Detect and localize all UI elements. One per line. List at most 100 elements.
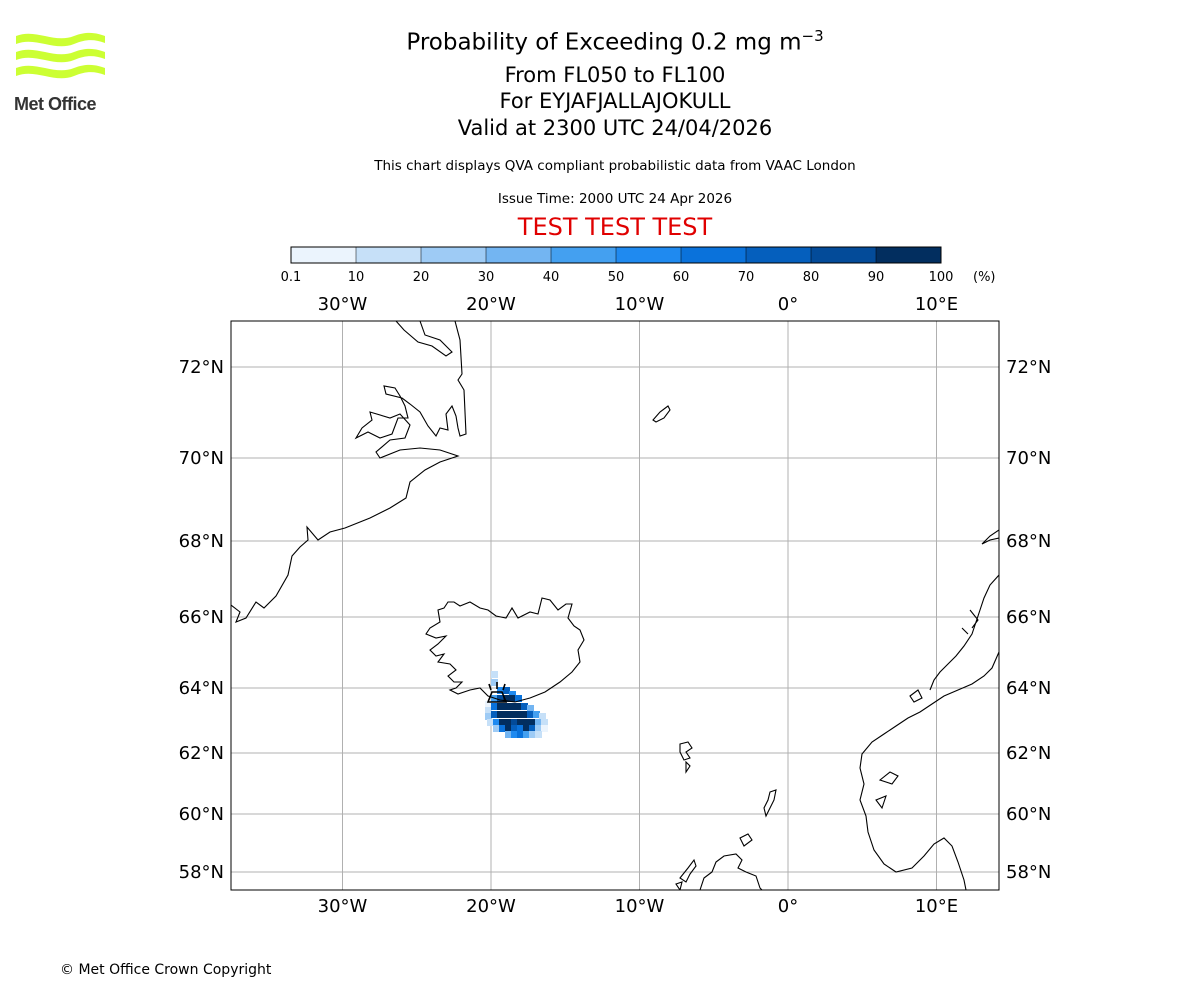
lon-label-top: 20°W [466, 294, 516, 315]
plume-cell [517, 725, 524, 732]
lon-label-top: 30°W [318, 294, 368, 315]
plume-cell [523, 719, 530, 726]
lat-label-left: 60°N [179, 804, 224, 825]
lon-label-top: 0° [778, 294, 798, 315]
lat-label-left: 64°N [179, 678, 224, 699]
plume-cell [503, 703, 510, 710]
lat-label-right: 62°N [1006, 743, 1051, 764]
plume-cell [539, 713, 546, 720]
coastlines [231, 321, 999, 890]
plume-cell [485, 707, 492, 714]
lon-label-bottom: 20°W [466, 896, 516, 917]
colorbar-segment [486, 247, 552, 263]
plume-cell [541, 725, 548, 732]
plume-cell [509, 695, 516, 702]
coastline-jan-mayen [652, 405, 671, 423]
plume-cell [535, 725, 542, 732]
colorbar-tick-label: 10 [347, 270, 365, 285]
plume-cell [511, 725, 518, 732]
plume-cell [517, 731, 524, 738]
lat-label-right: 66°N [1006, 607, 1051, 628]
colorbar-tick-label: 60 [672, 270, 690, 285]
coastline-shetland [763, 789, 777, 818]
chart-title: Probability of Exceeding 0.2 mg m−3 [406, 27, 824, 56]
lat-label-right: 68°N [1006, 531, 1051, 552]
colorbar [290, 246, 942, 264]
colorbar-tick-label: 20 [412, 270, 430, 285]
plume-cell [497, 687, 504, 694]
plume-cell [515, 695, 522, 702]
colorbar-segment [681, 247, 747, 263]
colorbar-segment [551, 247, 617, 263]
plume-cell [523, 731, 530, 738]
colorbar-segment [876, 247, 942, 263]
lat-label-right: 64°N [1006, 678, 1051, 699]
plume-cell [527, 705, 534, 712]
lat-label-left: 66°N [179, 607, 224, 628]
coastline-norway [859, 651, 999, 890]
lat-label-left: 62°N [179, 743, 224, 764]
plume-cell [493, 725, 500, 732]
lon-label-bottom: 10°E [915, 896, 958, 917]
ash-probability-plume [485, 671, 548, 738]
plume-cell [493, 719, 500, 726]
plume-cell [499, 725, 506, 732]
plume-cell [509, 711, 516, 718]
colorbar-tick-label: 40 [542, 270, 560, 285]
plume-cell [485, 701, 492, 708]
lon-label-bottom: 10°W [615, 896, 665, 917]
plume-cell [491, 711, 498, 718]
colorbar-segment [356, 247, 422, 263]
plume-cell [497, 711, 504, 718]
plume-cell [503, 687, 510, 694]
coastline-scotland [699, 853, 763, 890]
valid-time: Valid at 2300 UTC 24/04/2026 [457, 116, 773, 140]
lat-label-left: 68°N [179, 531, 224, 552]
lat-label-right: 72°N [1006, 357, 1051, 378]
flight-level-range: From FL050 to FL100 [504, 63, 726, 87]
plume-cell [511, 731, 518, 738]
coastline-orkney [739, 833, 753, 847]
plume-cell [509, 691, 516, 698]
colorbar-unit: (%) [973, 270, 996, 285]
coastline-greenland [231, 321, 467, 623]
plume-cell [499, 719, 506, 726]
colorbar-tick-label: 30 [477, 270, 495, 285]
plume-cell [503, 711, 510, 718]
colorbar-segment [616, 247, 682, 263]
plume-cell [497, 695, 504, 702]
plume-cell [509, 703, 516, 710]
coastline-norway-islands [875, 689, 923, 810]
coastline-iceland [425, 597, 585, 703]
colorbar-tick-label: 100 [928, 270, 954, 285]
plume-cell [505, 731, 512, 738]
plume-cell [491, 679, 498, 686]
copyright: © Met Office Crown Copyright [60, 962, 272, 978]
test-banner: TEST TEST TEST [517, 213, 713, 241]
colorbar-tick-label: 70 [737, 270, 755, 285]
logo-waves-icon [16, 32, 105, 79]
chart-description: This chart displays QVA compliant probab… [374, 158, 856, 174]
met-office-logo: Met Office [14, 30, 114, 115]
plume-cell [505, 725, 512, 732]
colorbar-segment [421, 247, 487, 263]
coastline-norway-north [929, 574, 999, 691]
plume-cell [529, 719, 536, 726]
plume-cell [497, 703, 504, 710]
coastline-faroe [679, 741, 693, 774]
plume-cell [505, 719, 512, 726]
plume-cell [491, 671, 498, 678]
plume-cell [517, 719, 524, 726]
logo-text: Met Office [14, 94, 97, 114]
lat-label-left: 72°N [179, 357, 224, 378]
lon-label-top: 10°E [915, 294, 958, 315]
lat-label-right: 70°N [1006, 448, 1051, 469]
lon-label-bottom: 0° [778, 896, 798, 917]
plume-cell [521, 711, 528, 718]
lat-label-right: 60°N [1006, 804, 1051, 825]
plume-cell [535, 731, 542, 738]
map-frame [230, 320, 1000, 891]
coastline-hebrides [675, 858, 697, 890]
coastline-greenland-fjord [395, 321, 453, 357]
colorbar-segment [811, 247, 877, 263]
